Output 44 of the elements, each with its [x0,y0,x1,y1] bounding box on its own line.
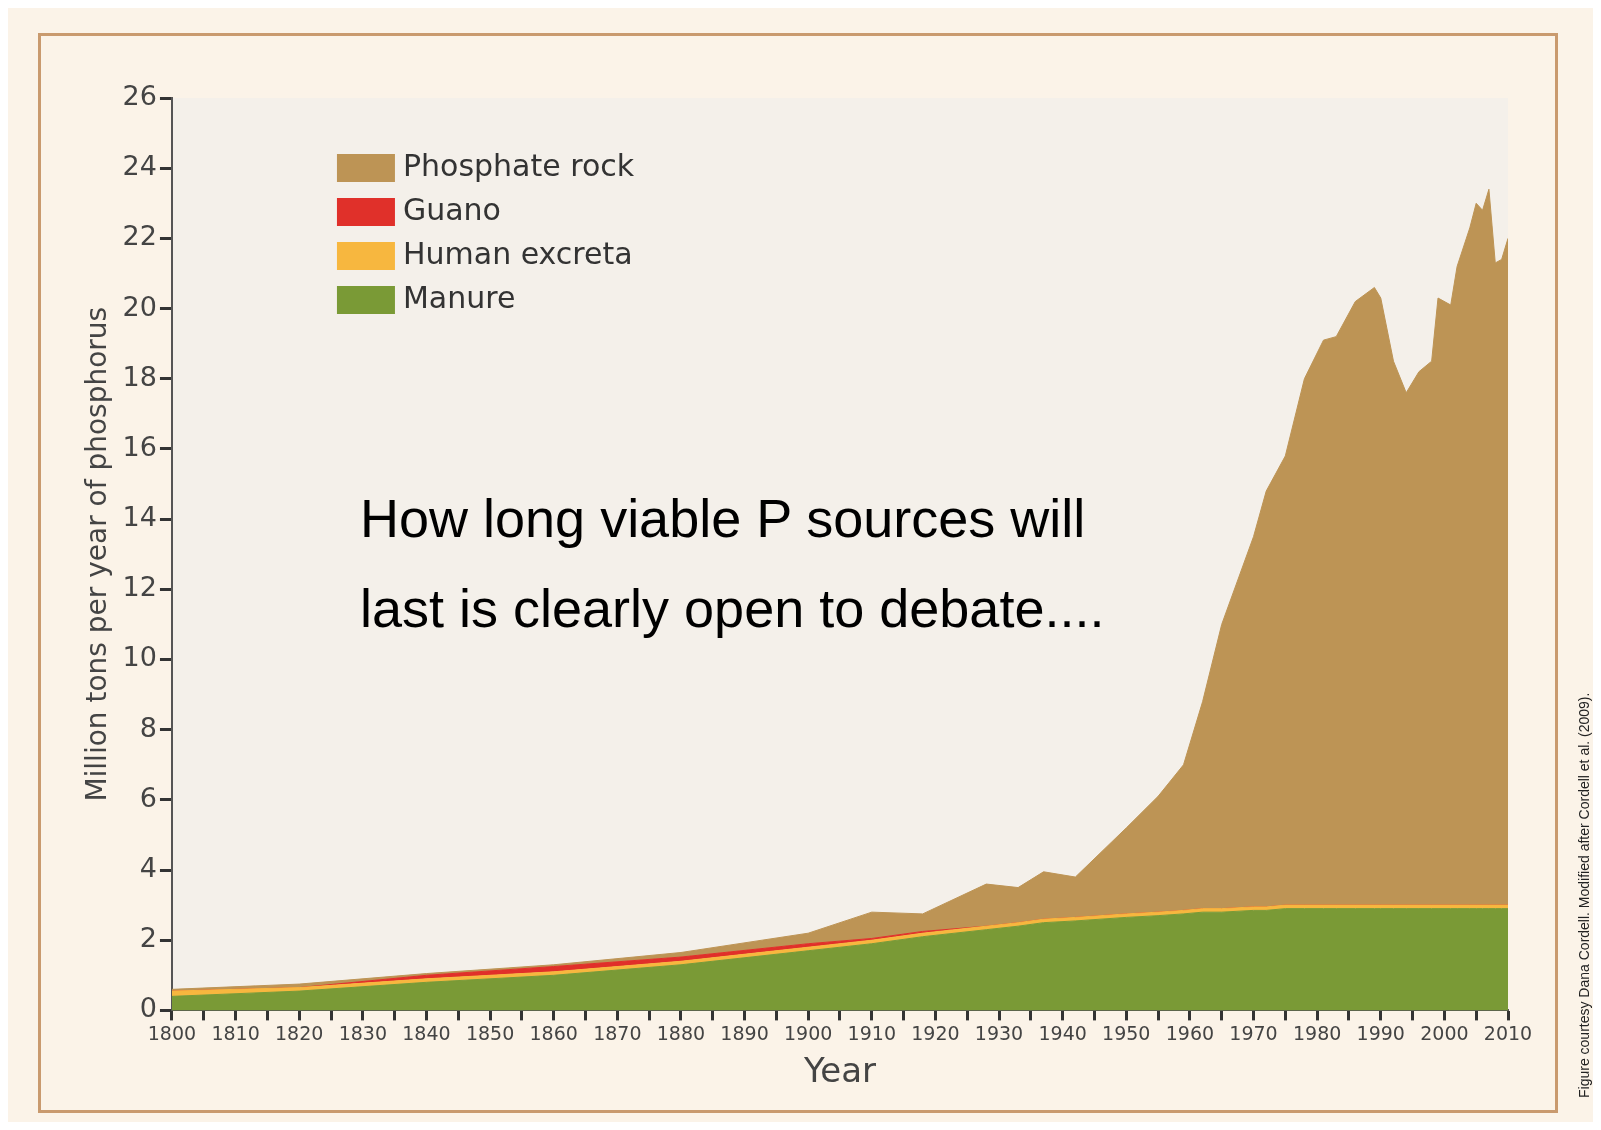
x-tick-label: 2010 [1483,1021,1533,1044]
x-tick-label: 1980 [1292,1021,1342,1044]
x-tick-label: 1970 [1229,1021,1278,1044]
y-tick-label: 16 [122,430,157,462]
x-tick-label: 1870 [593,1021,642,1044]
y-tick-label: 6 [139,781,157,813]
x-tick-label: 1830 [338,1021,387,1044]
y-tick-label: 12 [122,571,157,603]
legend-label: Human excreta [402,235,633,271]
annotation: How long viable P sources will last is clearly open to debate.... [360,487,1106,640]
x-tick-label: 1880 [656,1021,706,1044]
y-tick-label: 20 [122,290,157,322]
x-tick-label: 1860 [529,1021,578,1044]
x-tick-label: 1960 [1165,1021,1215,1044]
y-tick-label: 18 [122,360,157,392]
y-tick-label: 22 [122,220,157,252]
x-tick-label: 1800 [147,1021,197,1044]
x-tick-label: 1810 [211,1021,260,1044]
x-tick-label: 1820 [275,1021,324,1044]
legend-label: Phosphate rock [402,147,635,183]
x-tick-label: 1840 [402,1021,451,1044]
y-tick-label: 14 [122,501,157,533]
x-tick-label: 1940 [1038,1021,1087,1044]
y-tick-label: 24 [122,150,157,182]
text: Figure courtesy Dana Cordell. Modified after Cordell et al. (2009). [1576,692,1592,1098]
x-tick-label: 1990 [1356,1021,1405,1044]
x-tick-label: 1930 [974,1021,1024,1044]
x-tick-label: 1950 [1102,1021,1151,1044]
x-axis-title: Year [802,1050,876,1091]
x-tick-label: 2000 [1420,1021,1469,1044]
x-tick-label: 1910 [847,1021,896,1044]
y-tick-label: 10 [122,641,157,673]
y-tick-label: 26 [122,80,157,112]
x-tick-label: 1900 [783,1021,833,1044]
y-tick-label: 0 [139,992,157,1024]
y-tick-label: 4 [139,852,157,884]
x-tick-label: 1890 [720,1021,769,1044]
y-tick-label: 2 [139,922,157,954]
x-tick-label: 1920 [911,1021,960,1044]
legend-label: Manure [402,279,516,315]
y-tick-label: 8 [139,711,157,743]
x-tick-label: 1850 [465,1021,515,1044]
legend-label: Guano [402,191,501,227]
y-axis-title: Million tons per year of phosphorus [80,306,114,802]
